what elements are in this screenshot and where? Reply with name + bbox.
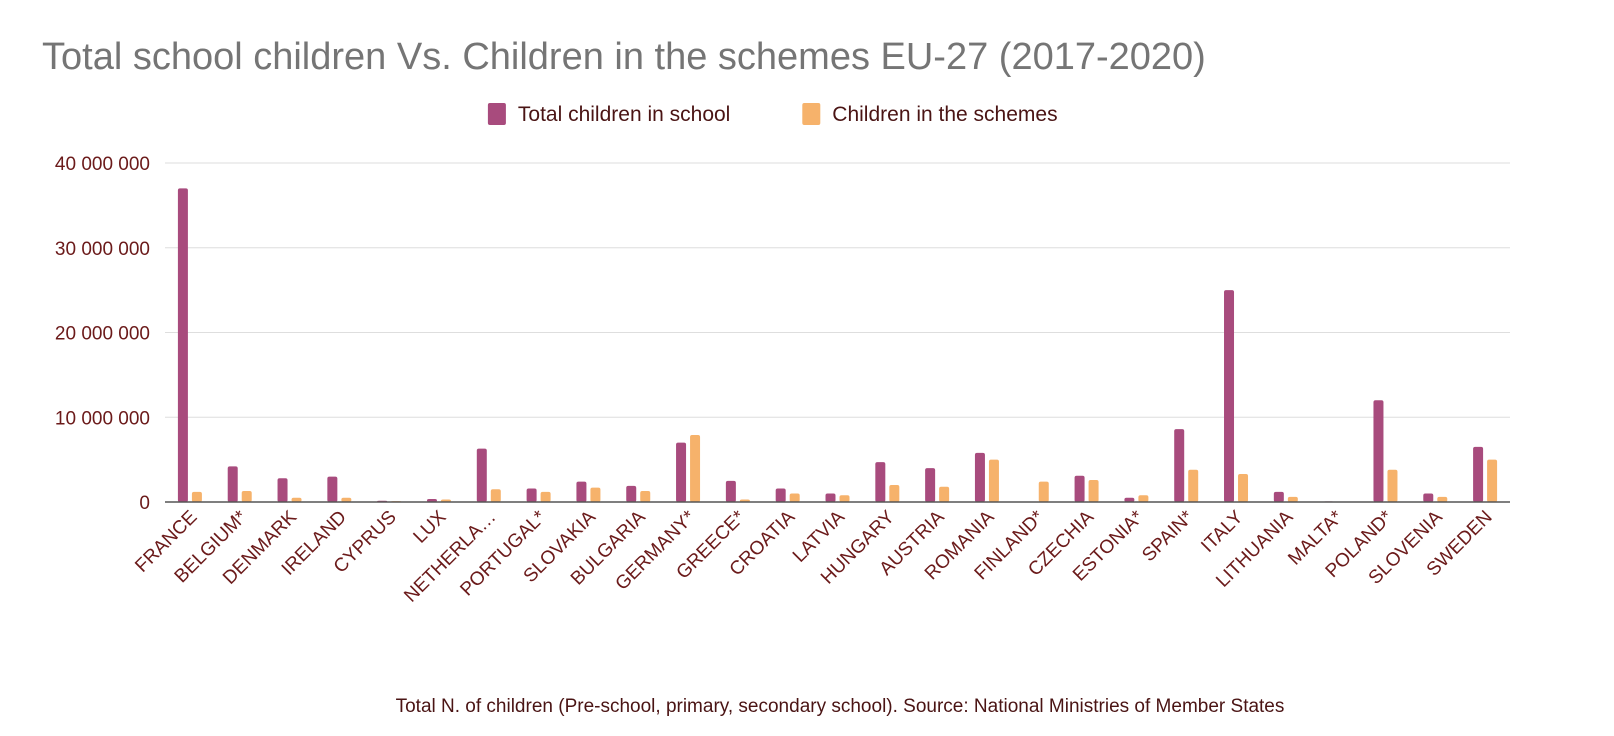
y-tick-label: 0 [139, 493, 150, 514]
bar-total-children-croatia [775, 488, 786, 502]
bar-children-in-schemes-france [191, 491, 202, 502]
legend-swatch-total-children [487, 103, 506, 125]
bar-total-children-belgium [227, 466, 238, 502]
bar-children-in-schemes-germany [690, 435, 701, 502]
bars [177, 188, 1498, 503]
x-tick-label: SPAIN* [1138, 506, 1198, 566]
y-axis-ticks: 0 10 000 000 20 000 000 30 000 000 40 000 00… [55, 154, 150, 514]
bar-children-in-schemes-poland [1387, 469, 1398, 502]
chart-title: Total school children Vs. Children in th… [42, 36, 1206, 78]
bar-total-children-romania [974, 452, 985, 502]
bar-total-children-france [177, 188, 188, 503]
bar-total-children-czechia [1074, 475, 1085, 502]
bar-total-children-greece [725, 480, 736, 502]
bar-children-in-schemes-netherla [490, 489, 501, 502]
bar-children-in-schemes-latvia [839, 495, 850, 502]
bar-children-in-schemes-italy [1238, 474, 1249, 502]
bar-children-in-schemes-belgium [241, 490, 252, 502]
bar-total-children-hungary [875, 462, 886, 502]
gridlines [165, 162, 1510, 418]
bar-children-in-schemes-slovakia [590, 487, 601, 502]
bar-total-children-latvia [825, 493, 836, 502]
bar-total-children-spain [1174, 429, 1185, 502]
bar-total-children-austria [925, 468, 936, 502]
bar-total-children-estonia [1124, 497, 1135, 502]
bar-total-children-lithuania [1273, 491, 1284, 502]
bar-total-children-germany [676, 442, 687, 502]
bar-total-children-slovakia [576, 481, 587, 502]
bar-total-children-portugal [526, 488, 537, 502]
bar-children-in-schemes-spain [1188, 469, 1199, 502]
y-tick-label: 20 000 000 [55, 324, 150, 345]
legend-label-children-in-schemes: Children in the schemes [832, 103, 1057, 126]
legend-label-total-children: Total children in school [518, 103, 730, 126]
bar-children-in-schemes-ireland [341, 497, 352, 502]
bar-children-in-schemes-hungary [889, 485, 900, 502]
bar-children-in-schemes-lithuania [1287, 496, 1298, 502]
bar-children-in-schemes-croatia [789, 493, 800, 502]
bar-children-in-schemes-portugal [540, 491, 551, 502]
legend-swatch-children-in-schemes [802, 103, 821, 125]
bar-total-children-ireland [327, 476, 338, 502]
y-tick-label: 30 000 000 [55, 239, 150, 260]
bar-total-children-italy [1224, 290, 1235, 502]
bar-children-in-schemes-bulgaria [640, 490, 651, 502]
bar-children-in-schemes-finland [1038, 481, 1049, 502]
x-tick-label: LUX [410, 506, 451, 547]
bar-total-children-sweden [1473, 446, 1484, 502]
bar-children-in-schemes-czechia [1088, 479, 1099, 502]
legend: Total children in school Children in the … [487, 103, 1058, 126]
x-axis-label: Total N. of children (Pre-school, primar… [396, 696, 1285, 717]
y-tick-label: 40 000 000 [55, 154, 150, 175]
bar-total-children-netherla [476, 448, 487, 502]
bar-children-in-schemes-denmark [291, 497, 302, 502]
bar-children-in-schemes-estonia [1138, 495, 1149, 502]
bar-total-children-slovenia [1423, 493, 1434, 502]
bar-total-children-denmark [277, 478, 288, 502]
bar-children-in-schemes-romania [988, 459, 999, 502]
bar-children-in-schemes-slovenia [1437, 496, 1448, 502]
y-tick-label: 10 000 000 [55, 408, 150, 429]
bar-total-children-poland [1373, 400, 1384, 502]
bar-total-children-bulgaria [626, 485, 637, 502]
bar-children-in-schemes-austria [939, 486, 950, 502]
bar-children-in-schemes-sweden [1487, 459, 1498, 502]
